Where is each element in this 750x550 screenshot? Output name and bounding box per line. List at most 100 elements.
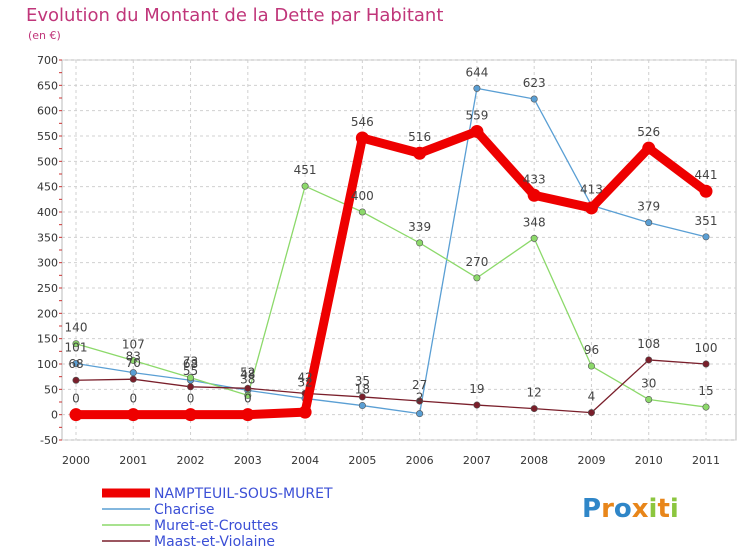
y-tick-label: 650 (37, 79, 58, 92)
series-2 (72, 182, 710, 411)
data-label: 451 (294, 163, 317, 177)
data-label: 0 (72, 392, 80, 406)
data-label: 27 (412, 378, 427, 392)
axes: -500501001502002503003504004505005506006… (37, 54, 720, 467)
data-point (244, 391, 252, 399)
data-label: 42 (297, 370, 312, 384)
data-point (72, 340, 80, 348)
data-point (301, 182, 309, 190)
data-label: 68 (68, 357, 83, 371)
data-point (358, 208, 366, 216)
y-tick-label: 500 (37, 155, 58, 168)
series-line (75, 87, 707, 415)
series-1 (72, 84, 710, 418)
x-tick-label: 2002 (177, 454, 205, 467)
data-label: 35 (355, 374, 370, 388)
data-label: 18 (355, 383, 370, 397)
x-tick-label: 2003 (234, 454, 262, 467)
data-point (473, 401, 481, 409)
data-label: 96 (584, 343, 599, 357)
data-label: 516 (408, 130, 431, 144)
y-tick-label: 0 (51, 409, 58, 422)
legend-label: Muret-et-Crouttes (154, 518, 278, 534)
x-tick-label: 2001 (119, 454, 147, 467)
series-3 (72, 356, 710, 417)
data-point (241, 408, 255, 422)
data-point (530, 405, 538, 413)
data-label: 379 (637, 200, 660, 214)
data-point (298, 405, 312, 419)
data-label: 19 (469, 382, 484, 396)
plot-area (61, 59, 737, 441)
y-tick-label: 600 (37, 105, 58, 118)
x-tick-label: 2000 (62, 454, 90, 467)
data-point (473, 274, 481, 282)
y-tick-label: 450 (37, 181, 58, 194)
proxiti-logo: Proxiti (582, 494, 679, 524)
x-tick-label: 2009 (577, 454, 605, 467)
data-point (702, 233, 710, 241)
series-line (71, 126, 711, 420)
y-tick-label: 150 (37, 333, 58, 346)
data-point (244, 384, 252, 392)
data-point (587, 409, 595, 417)
y-tick-label: 300 (37, 257, 58, 270)
legend-label: Maast-et-Violaine (154, 534, 275, 550)
data-label: 30 (641, 376, 656, 390)
data-point (416, 239, 424, 247)
data-point (129, 356, 137, 364)
y-tick-label: 400 (37, 206, 58, 219)
data-point (584, 201, 598, 215)
data-point (645, 356, 653, 364)
y-tick-label: 350 (37, 231, 58, 244)
data-label: 101 (65, 340, 88, 354)
x-tick-label: 2004 (291, 454, 319, 467)
y-tick-label: 700 (37, 54, 58, 67)
y-tick-label: 100 (37, 358, 58, 371)
data-point (72, 376, 80, 384)
legend-label: Chacrise (154, 502, 214, 518)
data-label: 108 (637, 337, 660, 351)
y-tick-label: 200 (37, 307, 58, 320)
data-label: 559 (465, 108, 488, 122)
data-point (587, 362, 595, 370)
data-point (645, 219, 653, 227)
data-label: 48 (240, 367, 255, 381)
data-label: 107 (122, 337, 145, 351)
grid (61, 59, 737, 441)
x-tick-label: 2005 (348, 454, 376, 467)
data-point (645, 395, 653, 403)
x-tick-label: 2011 (692, 454, 720, 467)
x-tick-label: 2007 (463, 454, 491, 467)
series-0 (69, 124, 713, 422)
data-label: 433 (523, 172, 546, 186)
data-label: 339 (408, 220, 431, 234)
data-label: 348 (523, 215, 546, 229)
data-point (530, 234, 538, 242)
data-label: 73 (183, 355, 198, 369)
data-label: 2 (416, 391, 424, 405)
data-point (702, 360, 710, 368)
data-point (473, 84, 481, 92)
data-point (413, 146, 427, 160)
data-label: 140 (65, 321, 88, 335)
y-tick-label: 250 (37, 282, 58, 295)
data-point (358, 393, 366, 401)
data-point (187, 374, 195, 382)
data-label: 623 (523, 76, 546, 90)
data-label: 0 (129, 392, 137, 406)
data-point (416, 410, 424, 418)
data-label: 32 (297, 375, 312, 389)
data-label: 70 (126, 356, 141, 370)
legend-label: NAMPTEUIL-SOUS-MURET (154, 486, 333, 502)
x-tick-label: 2008 (520, 454, 548, 467)
data-label: 55 (183, 364, 198, 378)
series-line (75, 359, 707, 414)
x-tick-label: 2006 (406, 454, 434, 467)
data-label: 0 (187, 392, 195, 406)
data-label: 441 (695, 168, 718, 182)
chart-subtitle: (en €) (28, 29, 61, 42)
series-layer (69, 84, 713, 422)
